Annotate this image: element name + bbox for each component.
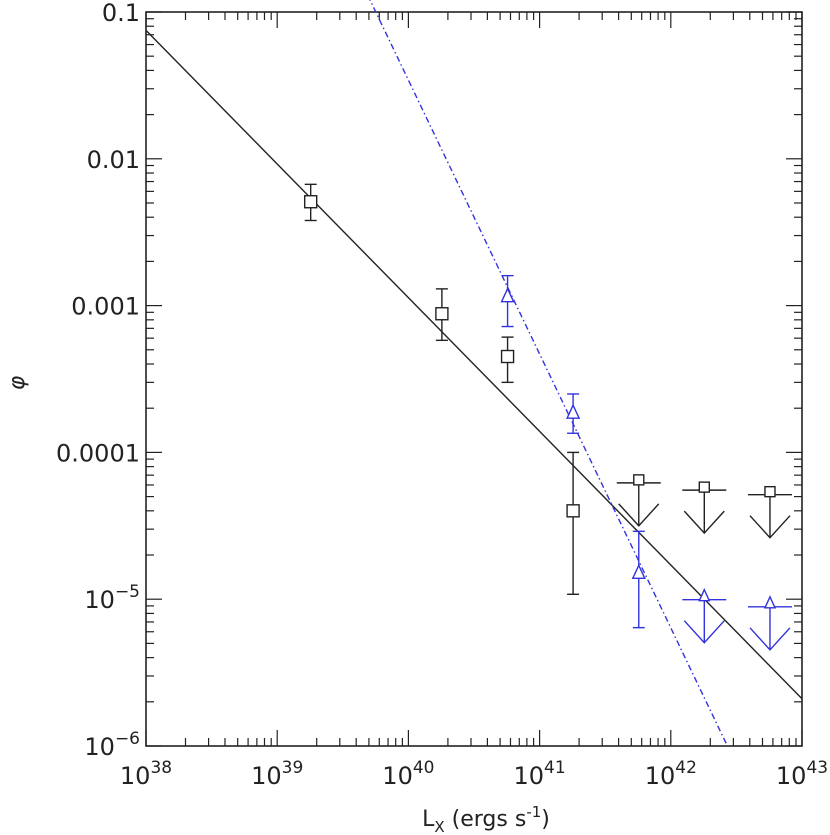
x-tick-label: 1040: [382, 758, 434, 790]
y-tick-label: 0.01: [87, 146, 140, 174]
y-tick-label: 0.001: [71, 293, 140, 321]
x-tick-label: 1043: [776, 758, 828, 790]
x-tick-label: 1039: [251, 758, 303, 790]
x-tick-label: 1038: [120, 758, 172, 790]
upper-limit-marker-triangle: [763, 595, 777, 609]
y-tick-label: 0.0001: [56, 439, 140, 467]
y-axis-label: φ: [5, 375, 30, 390]
data-point-triangle: [500, 287, 515, 303]
upper-limit-marker-square: [698, 481, 710, 493]
y-tick-label: 10−5: [84, 582, 140, 614]
upper-limit-marker-triangle: [698, 588, 711, 602]
upper-limit-arrowhead: [749, 627, 791, 651]
data-point-triangle: [565, 403, 581, 419]
upper-limit-arrowhead: [749, 515, 791, 539]
y-tick-label: 10−6: [84, 729, 140, 761]
upper-limit-arrowhead: [683, 510, 725, 535]
fit-line-solid: [145, 29, 803, 700]
upper-limit-marker-square: [633, 474, 645, 486]
fit-line-dash-dot: [369, 0, 729, 747]
data-point-square: [500, 349, 515, 364]
upper-limit-arrowhead: [618, 503, 660, 527]
x-axis-label: LX (ergs s-1): [422, 803, 550, 835]
plot-frame: [145, 11, 803, 747]
data-point-square: [566, 504, 580, 518]
upper-limit-arrowhead: [683, 620, 725, 644]
upper-limit-marker-square: [764, 485, 776, 498]
data-point-square: [435, 307, 449, 321]
data-point-square: [303, 195, 318, 209]
y-tick-label: 0.1: [102, 0, 140, 27]
data-point-triangle: [631, 563, 646, 580]
x-tick-label: 1041: [514, 758, 566, 790]
x-tick-label: 1042: [645, 758, 697, 790]
